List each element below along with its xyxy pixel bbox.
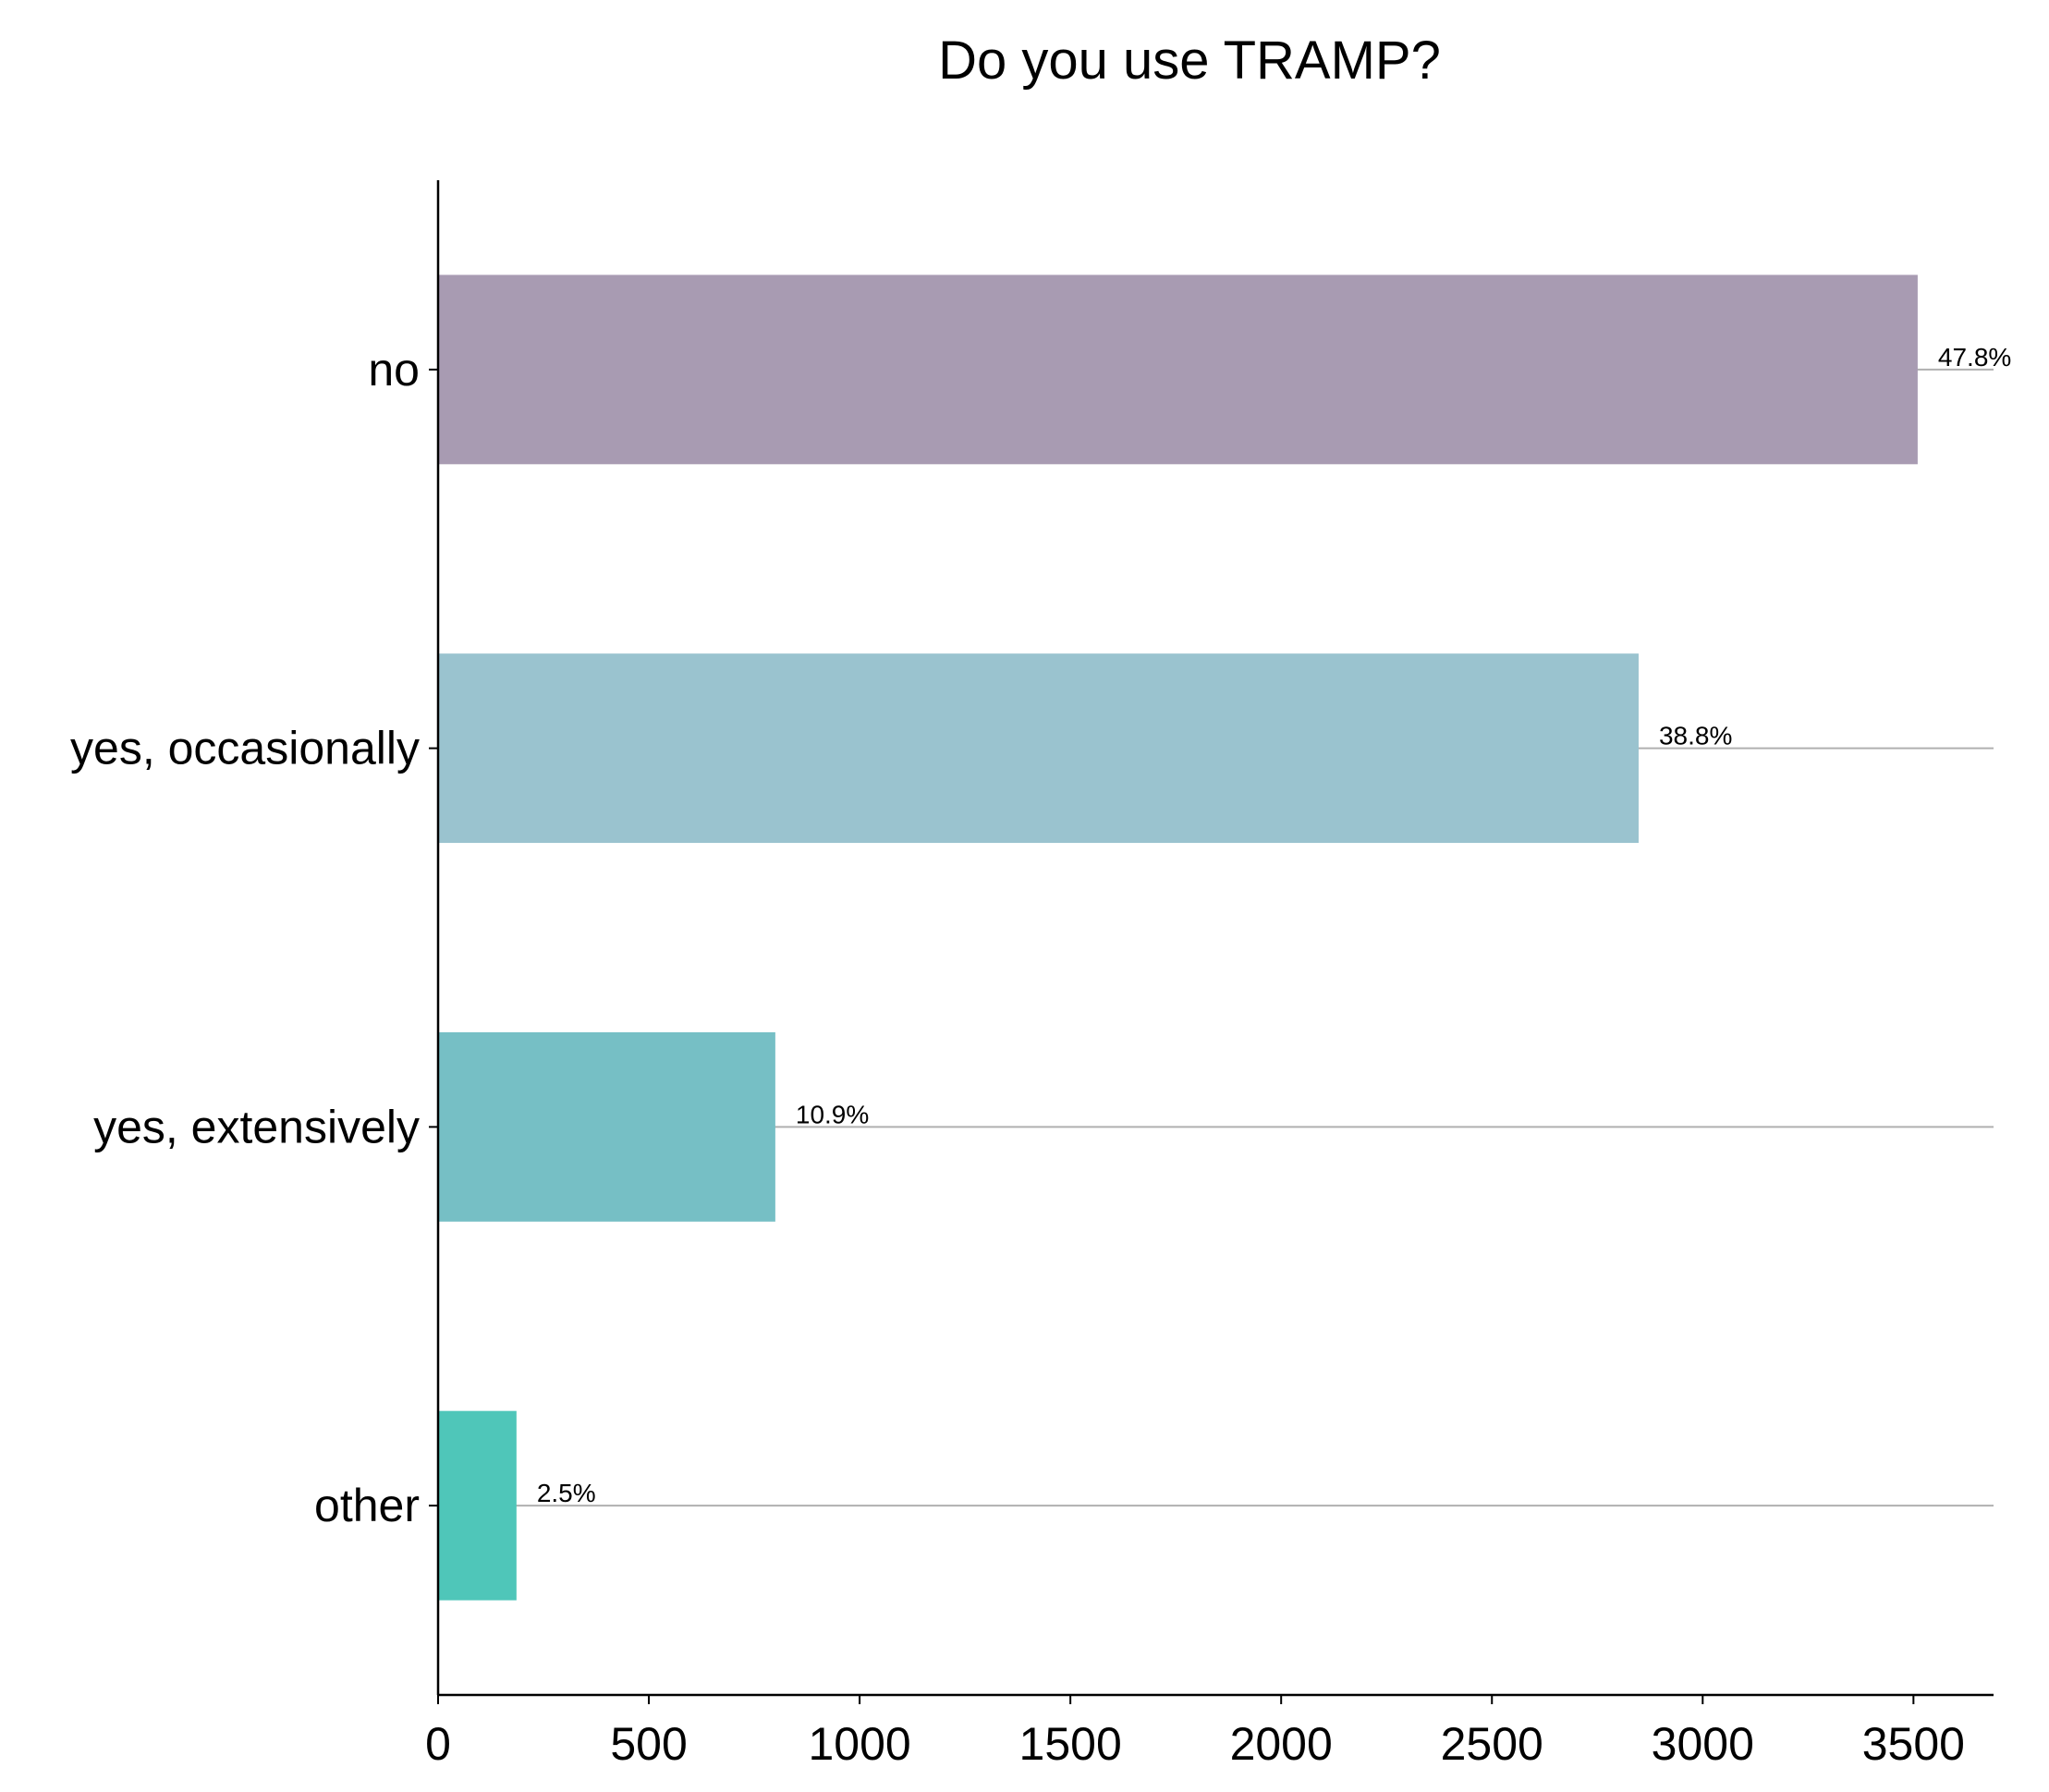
x-tick-label: 2000 bbox=[1230, 1718, 1333, 1770]
x-tick-label: 0 bbox=[425, 1718, 451, 1770]
data-label: 38.8% bbox=[1659, 722, 1732, 750]
x-tick-label: 2500 bbox=[1441, 1718, 1543, 1770]
x-tick-label: 500 bbox=[610, 1718, 687, 1770]
bar-yes-occasionally bbox=[438, 653, 1639, 844]
bar-other bbox=[438, 1410, 517, 1601]
category-label: other bbox=[314, 1480, 420, 1531]
bar-no bbox=[438, 274, 1918, 465]
axes: no yes, occasionally yes, extensively other… bbox=[70, 180, 1994, 1770]
category-label: no bbox=[368, 344, 420, 396]
chart-title: Do you use TRAMP? bbox=[938, 30, 1441, 91]
data-label: 2.5% bbox=[537, 1479, 596, 1507]
x-tick-label: 1000 bbox=[808, 1718, 910, 1770]
grid-lines bbox=[438, 368, 1994, 1507]
category-label: yes, extensively bbox=[93, 1101, 420, 1152]
bar-yes-extensively bbox=[438, 1031, 775, 1222]
bars bbox=[438, 274, 1918, 1601]
data-labels: 47.8% 38.8% 10.9% 2.5% bbox=[537, 343, 2011, 1507]
x-tick-label: 1500 bbox=[1019, 1718, 1122, 1770]
x-tick-label: 3000 bbox=[1652, 1718, 1754, 1770]
x-tick-label: 3500 bbox=[1862, 1718, 1965, 1770]
data-label: 47.8% bbox=[1938, 343, 2011, 372]
data-label: 10.9% bbox=[796, 1100, 869, 1128]
category-label: yes, occasionally bbox=[70, 723, 420, 774]
